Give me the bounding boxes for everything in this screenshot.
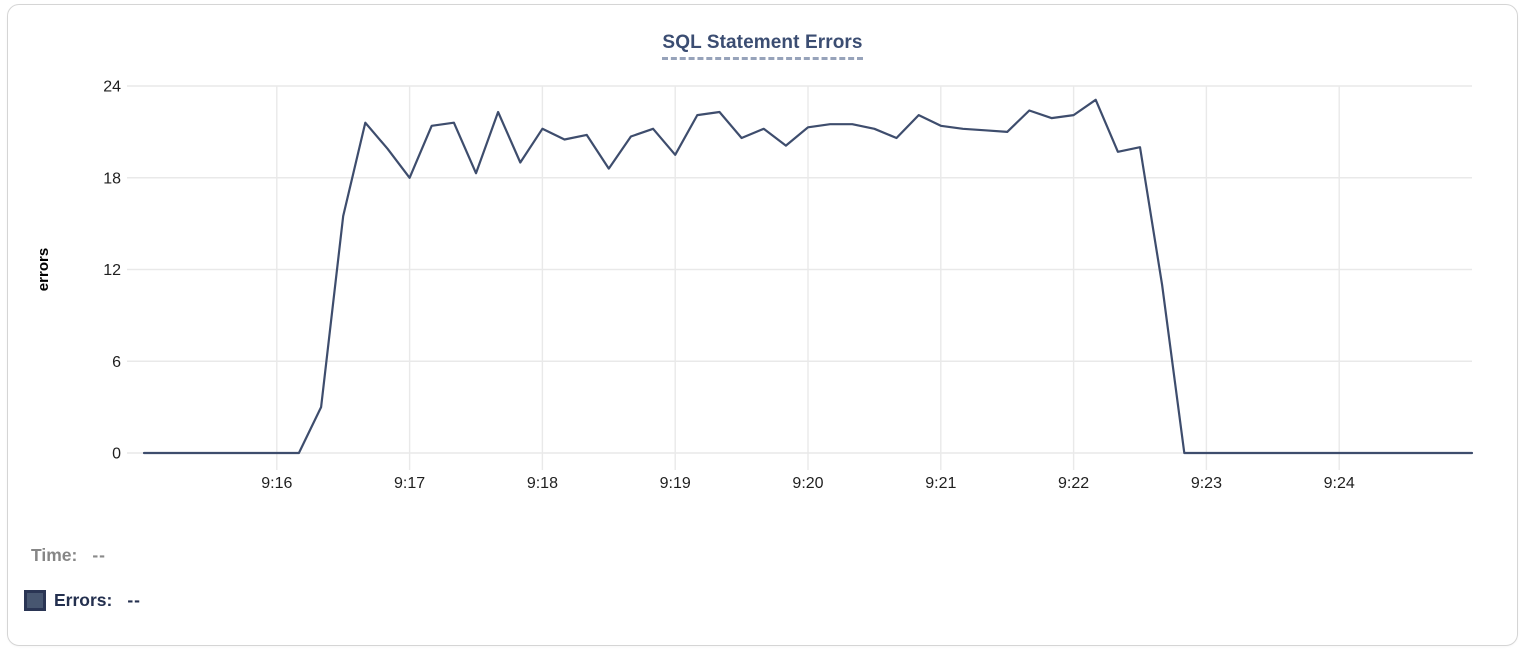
y-tick-label: 12 [103, 262, 121, 279]
x-tick-label: 9:16 [261, 475, 292, 492]
chart-legend: Time: -- Errors: -- [24, 544, 141, 611]
x-tick-label: 9:18 [527, 475, 558, 492]
errors-label: Errors: [54, 589, 113, 610]
x-tick-label: 9:24 [1324, 475, 1355, 492]
x-tick-label: 9:20 [792, 475, 823, 492]
y-tick-label: 18 [103, 170, 121, 187]
chart-title[interactable]: SQL Statement Errors [662, 32, 863, 60]
y-tick-label: 0 [112, 446, 121, 463]
time-label: Time: [31, 544, 78, 565]
x-tick-label: 9:17 [394, 475, 425, 492]
time-value: -- [92, 544, 107, 565]
errors-line-chart[interactable]: 0 6 12 18 24 9:16 9:17 9:18 9:19 9:20 9:21 9:22 9:23… [8, 5, 1519, 507]
y-tick-label: 6 [112, 354, 121, 371]
x-tick-label: 9:19 [660, 475, 691, 492]
y-axis-title: errors [35, 248, 52, 291]
errors-series-swatch[interactable] [24, 589, 46, 611]
x-tick-label: 9:23 [1191, 475, 1222, 492]
legend-time-row: Time: -- [31, 544, 141, 566]
chart-card: SQL Statement Errors 0 6 12 18 24 9:16 9:17 9:1… [7, 4, 1518, 646]
errors-value: -- [127, 589, 142, 610]
legend-errors-row[interactable]: Errors: -- [24, 589, 141, 611]
y-tick-label: 24 [103, 79, 121, 96]
errors-series-line[interactable] [142, 98, 1474, 455]
x-tick-label: 9:22 [1058, 475, 1089, 492]
chart-header: SQL Statement Errors [8, 32, 1517, 60]
x-tick-label: 9:21 [925, 475, 956, 492]
